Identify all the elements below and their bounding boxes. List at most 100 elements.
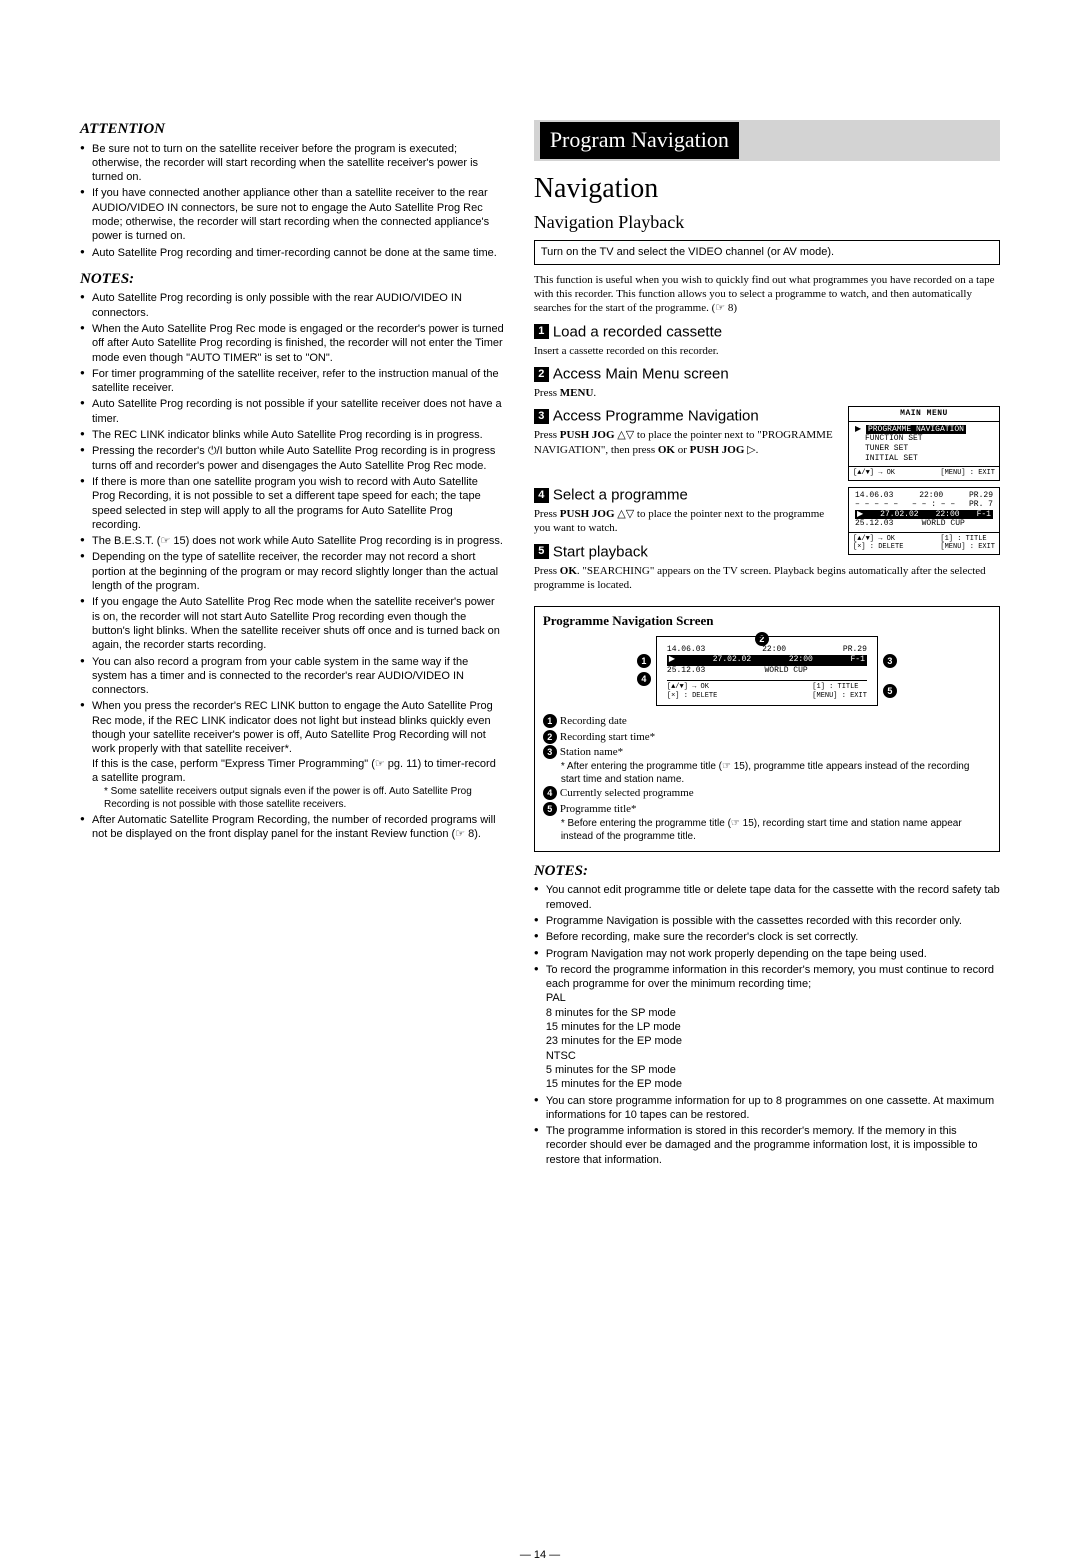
list-item: Before recording, make sure the recorder… <box>534 930 1000 944</box>
note-text: To record the programme information in t… <box>546 964 994 990</box>
osd-cell: 27.02.02 <box>880 510 918 520</box>
step-2-body: Press MENU. <box>534 386 1000 400</box>
step-label: Select a programme <box>553 486 688 503</box>
osd-cell: 22:00 <box>936 510 960 520</box>
list-item: After Automatic Satellite Program Record… <box>80 813 504 842</box>
list-item: Depending on the type of satellite recei… <box>80 550 504 593</box>
callout-3-icon: 3 <box>883 654 897 668</box>
list-item: If there is more than one satellite prog… <box>80 475 504 532</box>
programme-nav-screen-box: Programme Navigation Screen 1 2 3 4 5 14… <box>534 606 1000 852</box>
notes-heading: NOTES: <box>80 270 504 290</box>
pns-footer: [1] : TITLE <box>812 683 858 691</box>
list-item: You can store programme information for … <box>534 1094 1000 1123</box>
pns-screen: 14.06.0322:00PR.29 ▶27.02.0222:00F-1 25.… <box>656 636 878 706</box>
step-label: Access Programme Navigation <box>553 408 759 425</box>
pns-cell: WORLD CUP <box>765 666 808 676</box>
list-item: Auto Satellite Prog recording is only po… <box>80 291 504 320</box>
osd-cell: PR. 7 <box>969 500 993 510</box>
legend-num-icon: 3 <box>543 745 557 759</box>
left-column: ATTENTION Be sure not to turn on the sat… <box>80 120 504 1488</box>
pns-cell: 22:00 <box>762 645 786 655</box>
note-line: 23 minutes for the EP mode <box>546 1035 682 1047</box>
pns-title: Programme Navigation Screen <box>543 613 991 630</box>
step-label: Access Main Menu screen <box>553 365 729 382</box>
step-label: Load a recorded cassette <box>553 323 722 340</box>
pns-cell: PR.29 <box>843 645 867 655</box>
legend-text: Station name* <box>560 746 623 758</box>
legend-text: Recording date <box>560 715 627 727</box>
pns-footer: [▲/▼] → OK <box>667 683 709 691</box>
page-title: Navigation <box>534 171 1000 207</box>
notes-heading-right: NOTES: <box>534 862 1000 882</box>
osd-cell: WORLD CUP <box>922 519 965 529</box>
list-item: The B.E.S.T. (☞ 15) does not work while … <box>80 534 504 548</box>
pns-cell: 22:00 <box>789 655 813 665</box>
osd-cell: – – – – – <box>855 500 898 510</box>
osd-footer: [MENU] : EXIT <box>940 543 995 551</box>
osd-footer: [▲/▼] → OK <box>853 535 895 543</box>
osd-cell: F-1 <box>977 510 991 520</box>
note-line: 15 minutes for the EP mode <box>546 1078 682 1090</box>
intro-paragraph: This function is useful when you wish to… <box>534 273 1000 316</box>
osd-item: INITIAL SET <box>855 454 993 464</box>
legend-text: Recording start time* <box>560 731 655 743</box>
pns-cell: 25.12.03 <box>667 666 705 676</box>
note-line: 5 minutes for the SP mode <box>546 1064 676 1076</box>
step-label: Start playback <box>553 543 648 560</box>
list-item: When the Auto Satellite Prog Rec mode is… <box>80 322 504 365</box>
pns-cell: F-1 <box>851 655 865 665</box>
page-number: — 14 — <box>0 1548 1080 1562</box>
osd-cell: 22:00 <box>919 491 943 501</box>
legend-subnote: * After entering the programme title (☞ … <box>543 760 991 786</box>
osd-cell: PR.29 <box>969 491 993 501</box>
osd-footer: [1] : TITLE <box>940 535 986 543</box>
callout-4-icon: 4 <box>637 672 651 686</box>
note-line: 15 minutes for the LP mode <box>546 1021 681 1033</box>
note-text: If this is the case, perform "Express Ti… <box>92 758 496 784</box>
list-item: For timer programming of the satellite r… <box>80 367 504 396</box>
callout-5-icon: 5 <box>883 684 897 698</box>
band-title: Program Navigation <box>540 122 739 159</box>
legend-num-icon: 1 <box>543 714 557 728</box>
pns-cell: 14.06.03 <box>667 645 705 655</box>
step-5-body: Press OK. "SEARCHING" appears on the TV … <box>534 564 1000 593</box>
step-2-heading: 2Access Main Menu screen <box>534 364 1000 384</box>
osd-item: TUNER SET <box>855 444 993 454</box>
list-item: You cannot edit programme title or delet… <box>534 883 1000 912</box>
subheading-playback: Navigation Playback <box>534 211 1000 234</box>
legend-num-icon: 5 <box>543 802 557 816</box>
instruction-frame: Turn on the TV and select the VIDEO chan… <box>534 240 1000 264</box>
note-text: When you press the recorder's REC LINK b… <box>92 700 493 755</box>
osd-footer: [×] : DELETE <box>853 543 903 551</box>
pns-footer: [MENU] : EXIT <box>812 692 867 700</box>
list-item: Programme Navigation is possible with th… <box>534 914 1000 928</box>
footnote: * Some satellite receivers output signal… <box>92 785 504 811</box>
osd-footer: [▲/▼] → OK <box>853 469 895 477</box>
legend-num-icon: 4 <box>543 786 557 800</box>
osd-title: MAIN MENU <box>849 407 999 422</box>
list-item: The REC LINK indicator blinks while Auto… <box>80 428 504 442</box>
callout-1-icon: 1 <box>637 654 651 668</box>
main-menu-osd: MAIN MENU ▶ PROGRAMME NAVIGATION FUNCTIO… <box>848 406 1000 480</box>
legend-subnote: * Before entering the programme title (☞… <box>543 817 991 843</box>
list-item: Auto Satellite Prog recording and timer-… <box>80 246 504 260</box>
step-1-heading: 1Load a recorded cassette <box>534 322 1000 342</box>
legend-text: Currently selected programme <box>560 787 694 799</box>
section-band: Program Navigation <box>534 120 1000 161</box>
notes-list-left: Auto Satellite Prog recording is only po… <box>80 291 504 841</box>
list-item: When you press the recorder's REC LINK b… <box>80 699 504 811</box>
list-item: The programme information is stored in t… <box>534 1124 1000 1167</box>
note-line: 8 minutes for the SP mode <box>546 1007 676 1019</box>
osd-item: FUNCTION SET <box>855 434 993 444</box>
note-line: NTSC <box>546 1050 576 1062</box>
attention-list: Be sure not to turn on the satellite rec… <box>80 142 504 260</box>
list-item: Pressing the recorder's ⏻/I button while… <box>80 444 504 473</box>
programme-list-osd: 14.06.0322:00PR.29 – – – – –– – : – –PR.… <box>848 487 1000 555</box>
list-item: Be sure not to turn on the satellite rec… <box>80 142 504 185</box>
list-item: Auto Satellite Prog recording is not pos… <box>80 397 504 426</box>
step-1-body: Insert a cassette recorded on this recor… <box>534 344 1000 358</box>
osd-cell: – – : – – <box>912 500 955 510</box>
notes-list-right: You cannot edit programme title or delet… <box>534 883 1000 1167</box>
right-column: Program Navigation Navigation Navigation… <box>534 120 1000 1488</box>
pns-footer: [×] : DELETE <box>667 692 717 700</box>
